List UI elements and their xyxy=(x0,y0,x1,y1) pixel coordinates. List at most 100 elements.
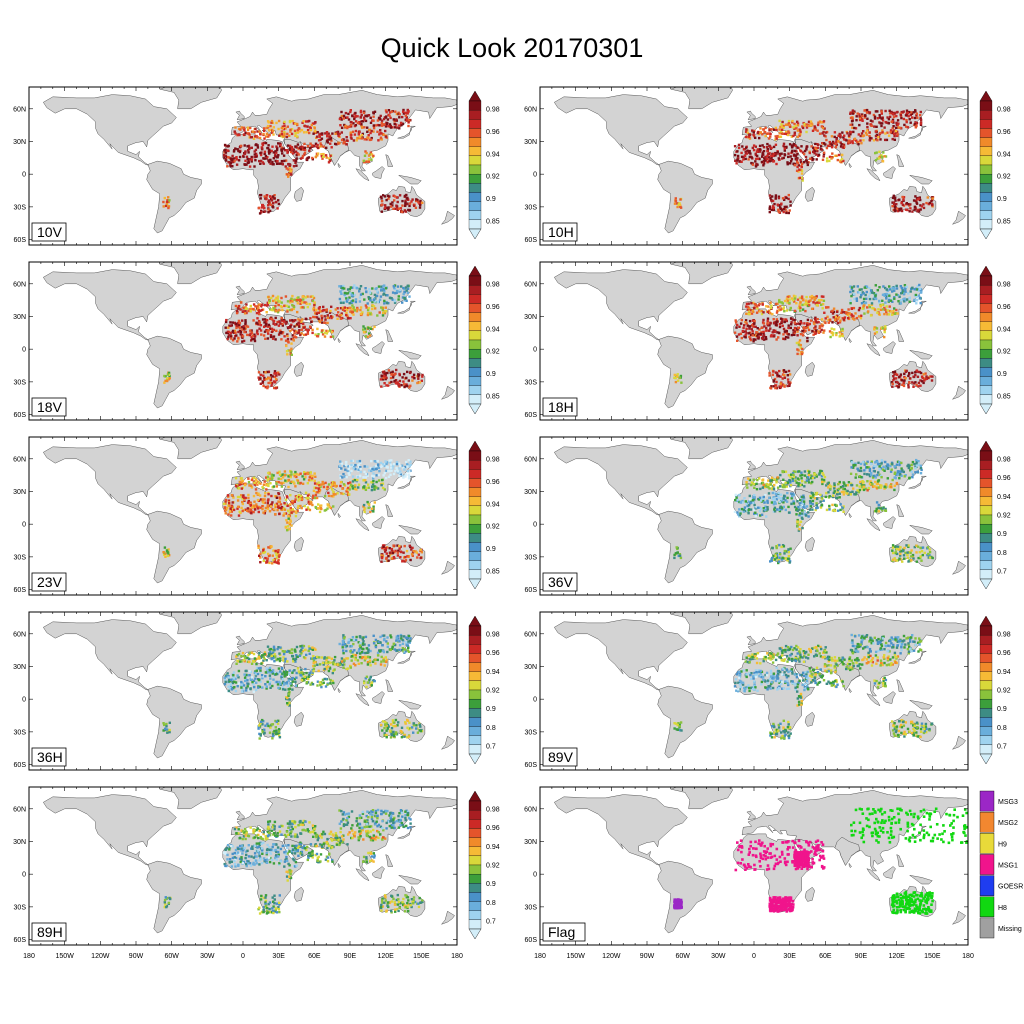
retrieval-pixel xyxy=(250,331,254,334)
retrieval-pixel xyxy=(297,321,300,324)
retrieval-pixel xyxy=(288,527,291,531)
retrieval-pixel xyxy=(895,312,898,315)
retrieval-pixel xyxy=(364,114,367,117)
retrieval-pixel xyxy=(795,169,799,172)
retrieval-pixel xyxy=(812,321,816,324)
retrieval-pixel xyxy=(896,123,899,127)
retrieval-pixel xyxy=(909,121,912,124)
retrieval-pixel xyxy=(380,306,383,309)
retrieval-pixel xyxy=(298,127,301,130)
retrieval-pixel xyxy=(390,557,393,560)
retrieval-pixel xyxy=(849,285,852,288)
retrieval-pixel xyxy=(349,120,352,124)
retrieval-pixel xyxy=(354,300,358,304)
retrieval-pixel xyxy=(240,301,243,304)
retrieval-pixel xyxy=(344,124,347,128)
landmass-new-zealand xyxy=(951,560,966,575)
retrieval-pixel xyxy=(308,131,311,135)
retrieval-pixel xyxy=(765,515,768,518)
retrieval-pixel xyxy=(248,507,251,510)
retrieval-pixel xyxy=(849,290,852,294)
retrieval-pixel xyxy=(246,157,249,161)
retrieval-pixel xyxy=(878,114,881,117)
retrieval-pixel xyxy=(859,317,863,320)
retrieval-pixel xyxy=(263,206,266,210)
retrieval-pixel xyxy=(325,332,329,335)
retrieval-pixel xyxy=(751,499,755,502)
retrieval-pixel xyxy=(892,115,896,119)
retrieval-pixel xyxy=(353,487,357,491)
retrieval-pixel xyxy=(287,175,290,178)
retrieval-pixel xyxy=(316,507,320,510)
retrieval-pixel xyxy=(263,318,267,321)
retrieval-pixel xyxy=(270,131,274,134)
retrieval-pixel xyxy=(745,302,749,306)
retrieval-pixel xyxy=(377,116,381,120)
retrieval-pixel xyxy=(238,321,242,325)
retrieval-pixel xyxy=(770,154,773,158)
retrieval-pixel xyxy=(391,551,395,555)
retrieval-pixel xyxy=(310,501,313,504)
retrieval-pixel xyxy=(364,479,367,482)
retrieval-pixel xyxy=(766,319,769,322)
retrieval-pixel xyxy=(801,514,804,517)
retrieval-pixel xyxy=(880,155,884,158)
retrieval-pixel xyxy=(766,154,769,157)
retrieval-pixel xyxy=(224,508,228,512)
retrieval-pixel xyxy=(359,312,363,316)
retrieval-pixel xyxy=(340,285,343,288)
retrieval-pixel xyxy=(307,507,310,511)
retrieval-pixel xyxy=(813,125,816,128)
retrieval-pixel xyxy=(883,306,886,310)
retrieval-pixel xyxy=(780,125,784,128)
retrieval-pixel xyxy=(832,491,835,495)
retrieval-pixel xyxy=(247,161,250,164)
retrieval-pixel xyxy=(778,204,781,207)
retrieval-pixel xyxy=(325,329,328,333)
retrieval-pixel xyxy=(257,492,260,495)
retrieval-pixel xyxy=(358,287,361,291)
retrieval-pixel xyxy=(259,197,262,200)
retrieval-pixel xyxy=(306,330,309,333)
retrieval-pixel xyxy=(264,385,268,389)
retrieval-pixel xyxy=(355,310,359,313)
retrieval-pixel xyxy=(829,487,832,491)
retrieval-pixel xyxy=(253,481,256,484)
retrieval-pixel xyxy=(785,210,788,213)
retrieval-pixel xyxy=(402,466,405,470)
retrieval-pixel xyxy=(393,379,396,383)
retrieval-pixel xyxy=(778,210,781,214)
retrieval-pixel xyxy=(354,114,357,118)
colorbar-bin xyxy=(979,275,993,286)
retrieval-pixel xyxy=(397,462,401,465)
retrieval-pixel xyxy=(324,318,327,321)
retrieval-pixel xyxy=(274,150,277,153)
retrieval-pixel xyxy=(373,110,377,113)
retrieval-pixel xyxy=(837,487,841,491)
retrieval-pixel xyxy=(801,498,804,502)
retrieval-pixel xyxy=(866,306,869,309)
retrieval-pixel xyxy=(902,381,905,385)
landmass-sumatra xyxy=(866,518,881,532)
retrieval-pixel xyxy=(345,460,348,464)
retrieval-pixel xyxy=(167,196,170,199)
retrieval-pixel xyxy=(370,158,373,161)
retrieval-pixel xyxy=(317,139,321,142)
retrieval-pixel xyxy=(385,384,388,387)
retrieval-pixel xyxy=(784,499,787,502)
retrieval-pixel xyxy=(325,310,328,313)
retrieval-pixel xyxy=(398,127,401,130)
retrieval-pixel xyxy=(678,376,681,379)
retrieval-pixel xyxy=(751,334,754,337)
retrieval-pixel xyxy=(830,157,833,160)
retrieval-pixel xyxy=(742,326,745,330)
colorbar-tick-label: 0.85 xyxy=(486,219,500,226)
retrieval-pixel xyxy=(793,133,796,136)
retrieval-pixel xyxy=(802,494,805,497)
retrieval-pixel xyxy=(396,470,400,473)
retrieval-pixel xyxy=(326,330,330,333)
retrieval-pixel xyxy=(847,139,851,142)
retrieval-pixel xyxy=(349,292,352,295)
retrieval-pixel xyxy=(799,309,802,312)
retrieval-pixel xyxy=(395,291,398,294)
